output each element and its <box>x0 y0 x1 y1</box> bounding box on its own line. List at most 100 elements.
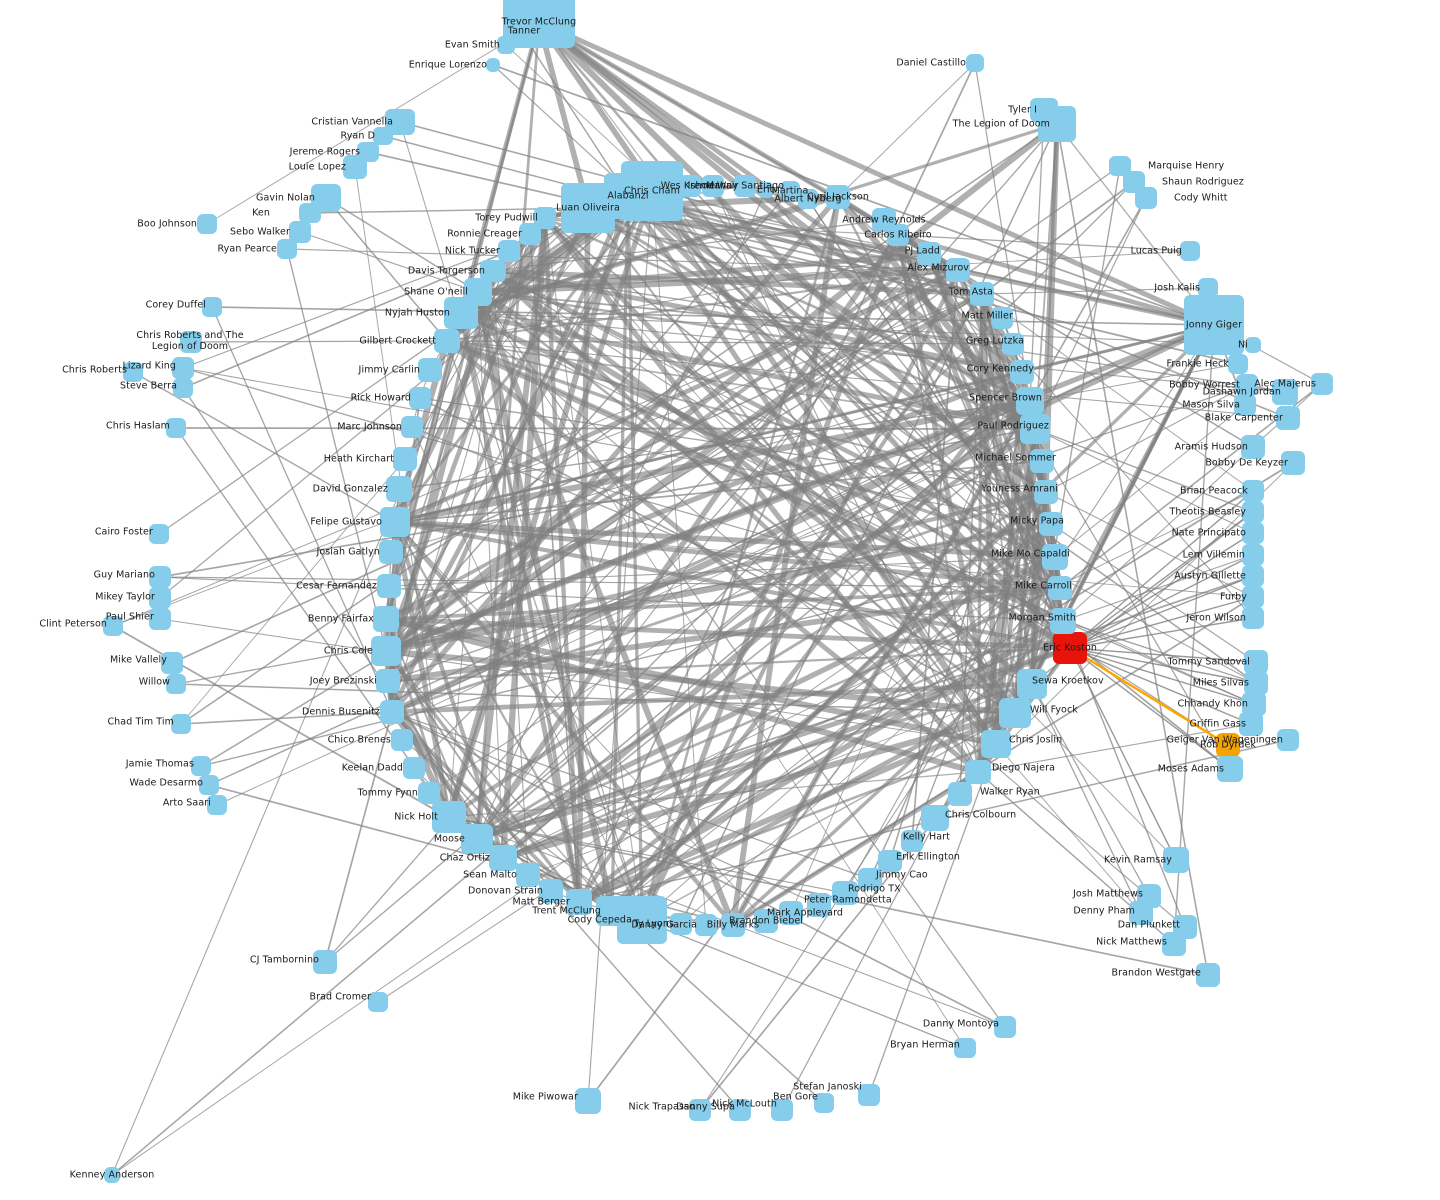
graph-node[interactable] <box>561 183 615 233</box>
graph-node[interactable] <box>539 879 563 903</box>
graph-node[interactable] <box>617 896 667 944</box>
graph-node[interactable] <box>566 889 592 915</box>
graph-node[interactable] <box>373 127 393 145</box>
graph-node[interactable] <box>729 1099 751 1121</box>
graph-node[interactable] <box>393 447 417 471</box>
graph-node[interactable] <box>486 58 500 72</box>
graph-node[interactable] <box>1039 512 1063 536</box>
graph-node[interactable] <box>679 175 701 197</box>
graph-node[interactable] <box>519 223 541 245</box>
graph-node[interactable] <box>1002 333 1024 355</box>
graph-node[interactable] <box>534 207 556 229</box>
graph-node[interactable] <box>386 476 412 502</box>
graph-node[interactable] <box>946 258 970 282</box>
graph-node[interactable] <box>511 25 537 47</box>
graph-node[interactable] <box>970 282 994 306</box>
graph-node[interactable] <box>1217 756 1243 782</box>
graph-node[interactable] <box>149 524 169 544</box>
graph-node[interactable] <box>1244 671 1268 695</box>
graph-node[interactable] <box>999 698 1031 728</box>
graph-node[interactable] <box>379 540 403 564</box>
graph-node[interactable] <box>966 54 984 72</box>
graph-node[interactable] <box>1239 712 1263 736</box>
graph-node[interactable] <box>202 297 222 317</box>
graph-node[interactable] <box>798 189 818 209</box>
graph-node[interactable] <box>921 805 949 831</box>
graph-node[interactable] <box>418 782 440 804</box>
graph-node[interactable] <box>832 881 858 905</box>
graph-node[interactable] <box>1234 394 1256 416</box>
graph-node[interactable] <box>1198 278 1218 298</box>
graph-node[interactable] <box>807 893 831 917</box>
graph-node[interactable] <box>1030 449 1054 473</box>
graph-node[interactable] <box>702 175 724 197</box>
graph-node[interactable] <box>149 608 171 630</box>
graph-node[interactable] <box>887 224 909 246</box>
graph-node[interactable] <box>401 416 423 438</box>
graph-node[interactable] <box>498 240 520 262</box>
graph-node[interactable] <box>1228 354 1248 374</box>
graph-node[interactable] <box>1242 480 1264 502</box>
graph-node[interactable] <box>171 714 191 734</box>
graph-node[interactable] <box>197 214 217 234</box>
graph-node[interactable] <box>771 1099 793 1121</box>
graph-node[interactable] <box>1272 379 1298 405</box>
graph-node[interactable] <box>1242 544 1264 566</box>
graph-node[interactable] <box>721 913 745 937</box>
graph-node[interactable] <box>380 700 404 724</box>
graph-node[interactable] <box>432 801 466 833</box>
graph-node[interactable] <box>1180 241 1200 261</box>
graph-node[interactable] <box>1050 608 1076 634</box>
graph-node[interactable] <box>373 606 399 632</box>
graph-node[interactable] <box>444 297 478 329</box>
graph-node[interactable] <box>758 182 774 198</box>
graph-node[interactable] <box>418 358 442 382</box>
graph-node[interactable] <box>149 566 171 588</box>
graph-node[interactable] <box>376 669 400 693</box>
graph-node[interactable] <box>1242 501 1264 523</box>
graph-node[interactable] <box>1245 337 1261 353</box>
graph-node[interactable] <box>1311 373 1333 395</box>
graph-node[interactable] <box>1242 522 1264 544</box>
graph-node[interactable] <box>780 181 800 201</box>
graph-node[interactable] <box>497 36 515 54</box>
graph-node[interactable] <box>1242 586 1264 608</box>
graph-node[interactable] <box>299 203 321 223</box>
graph-node[interactable] <box>858 1084 880 1106</box>
graph-node[interactable] <box>878 850 902 872</box>
graph-node[interactable] <box>1276 406 1300 430</box>
graph-node[interactable] <box>754 909 778 933</box>
graph-node[interactable] <box>123 362 143 382</box>
graph-node[interactable] <box>1016 387 1044 415</box>
graph-node[interactable] <box>480 260 506 282</box>
graph-node[interactable] <box>994 1016 1016 1038</box>
graph-node[interactable] <box>461 824 493 854</box>
graph-node[interactable] <box>1184 295 1244 355</box>
graph-node[interactable] <box>670 913 692 935</box>
graph-node[interactable] <box>948 782 972 806</box>
graph-node[interactable] <box>734 175 756 197</box>
graph-node[interactable] <box>814 1093 834 1113</box>
graph-node[interactable] <box>1010 360 1034 384</box>
graph-node[interactable] <box>104 1167 120 1183</box>
graph-node[interactable] <box>1042 544 1068 570</box>
graph-node[interactable] <box>689 1099 711 1121</box>
graph-node[interactable] <box>858 868 882 890</box>
graph-node[interactable] <box>1163 847 1189 873</box>
graph-node[interactable] <box>1281 451 1305 475</box>
graph-node[interactable] <box>1216 733 1240 757</box>
graph-node[interactable] <box>1129 901 1153 925</box>
graph-node[interactable] <box>391 729 413 751</box>
graph-node[interactable] <box>1017 669 1047 699</box>
graph-node[interactable] <box>1236 374 1258 396</box>
graph-node[interactable] <box>166 418 186 438</box>
graph-node[interactable] <box>199 775 219 795</box>
graph-node[interactable] <box>103 616 123 636</box>
graph-node[interactable] <box>289 221 311 243</box>
graph-node[interactable] <box>1242 565 1264 587</box>
graph-node[interactable] <box>1135 187 1157 209</box>
graph-node[interactable] <box>371 636 401 666</box>
graph-node[interactable] <box>1038 106 1076 142</box>
graph-node[interactable] <box>779 901 803 925</box>
